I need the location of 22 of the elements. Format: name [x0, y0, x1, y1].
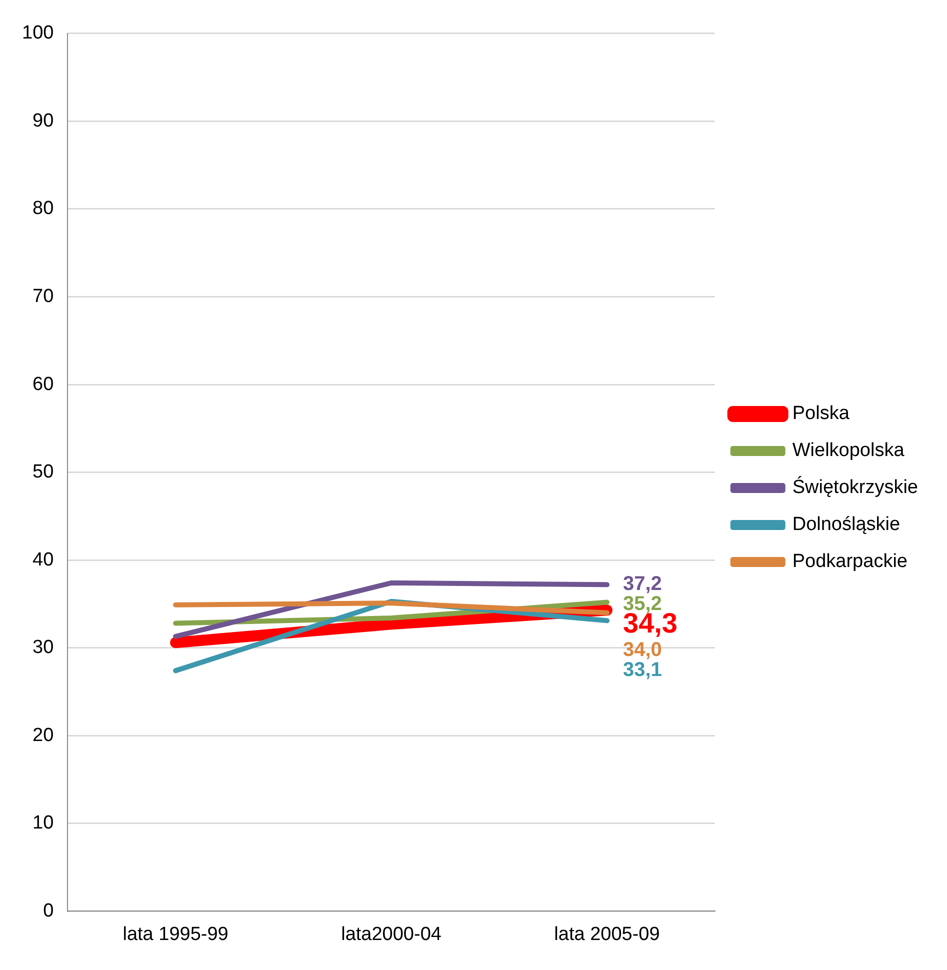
- y-tick-label: 80: [32, 198, 54, 220]
- legend-label: Podkarpackie: [792, 551, 908, 572]
- data-label: 34,0: [623, 639, 662, 662]
- y-tick-label: 100: [22, 22, 54, 44]
- y-tick-label: 10: [32, 812, 54, 834]
- x-tick-label: lata2000-04: [341, 924, 442, 945]
- legend-label: Dolnośląskie: [792, 514, 900, 536]
- y-tick-label: 70: [32, 286, 54, 307]
- x-tick-label: lata 1995-99: [122, 924, 228, 945]
- y-tick-label: 90: [32, 110, 54, 132]
- y-tick-label: 40: [32, 549, 54, 570]
- y-tick-label: 50: [32, 462, 54, 483]
- legend-label: Polska: [792, 403, 850, 424]
- legend-label: Świętokrzyskie: [792, 475, 918, 498]
- x-tick-label: lata 2005-09: [554, 924, 660, 945]
- y-tick-label: 30: [32, 637, 54, 658]
- data-label: 33,1: [623, 659, 662, 682]
- y-tick-label: 20: [32, 724, 54, 746]
- legend-label: Wielkopolska: [792, 440, 905, 462]
- y-tick-label: 0: [43, 900, 54, 922]
- data-label: 37,2: [623, 573, 662, 596]
- y-tick-label: 60: [32, 374, 54, 395]
